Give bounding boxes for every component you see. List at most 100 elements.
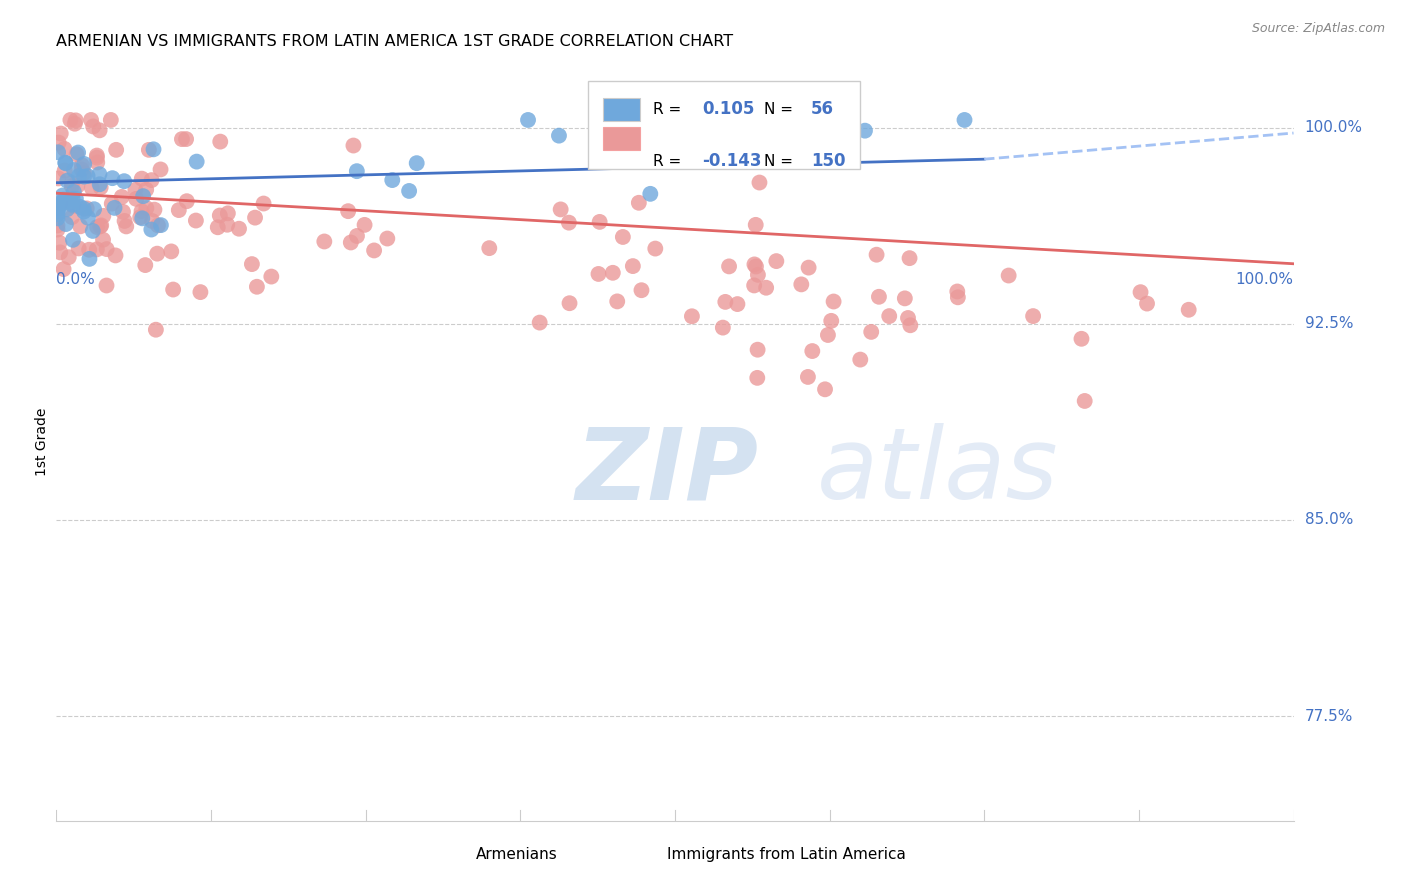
Text: N =: N = (763, 102, 793, 117)
Point (817, 328, 839, 343)
Point (69, 219, 91, 234)
Point (86, 155, 108, 169)
Point (823, 294, 845, 309)
Point (529, 316, 551, 330)
Point (86, 151, 108, 165)
Point (90, 219, 112, 233)
Point (70, 162, 93, 177)
Bar (588, 81, 860, 169)
Text: N =: N = (763, 153, 793, 169)
Point (588, 215, 610, 229)
Point (831, 153, 853, 168)
Point (67, 145, 90, 160)
Text: ARMENIAN VS IMMIGRANTS FROM LATIN AMERICA 1ST GRADE CORRELATION CHART: ARMENIAN VS IMMIGRANTS FROM LATIN AMERIC… (56, 34, 734, 49)
Point (83, 202, 105, 217)
Point (478, 241, 501, 255)
Point (602, 266, 624, 280)
Point (131, 171, 153, 186)
Point (243, 211, 266, 225)
Point (747, 371, 769, 385)
Point (1136, 296, 1159, 310)
Point (60, 176, 83, 190)
Point (742, 278, 765, 293)
Point (946, 290, 969, 304)
Point (115, 219, 138, 234)
Point (49, 245, 72, 260)
Point (897, 310, 920, 325)
Point (953, 112, 976, 127)
Point (77, 211, 100, 225)
Point (77, 243, 100, 257)
Point (82, 120, 104, 134)
Text: Armenians: Armenians (475, 847, 557, 862)
Point (748, 176, 770, 190)
Bar (626, 846, 652, 863)
Point (65, 147, 87, 161)
Point (894, 291, 917, 305)
Point (174, 132, 197, 146)
Point (162, 283, 184, 297)
Point (207, 220, 229, 235)
Point (72, 202, 94, 216)
Point (52, 262, 75, 277)
Point (60, 179, 83, 194)
Point (73, 204, 96, 219)
Point (46, 203, 69, 218)
Point (186, 154, 208, 169)
Point (814, 382, 837, 396)
Point (398, 184, 420, 198)
Point (600, 121, 623, 136)
Point (62, 192, 84, 206)
Point (946, 285, 969, 299)
Point (82, 224, 104, 238)
Text: 56: 56 (811, 101, 834, 119)
Point (104, 248, 127, 262)
Point (138, 143, 160, 157)
Point (49, 196, 72, 211)
Text: 100.0%: 100.0% (1236, 272, 1294, 287)
Point (134, 258, 156, 272)
Point (381, 173, 404, 187)
Point (46, 145, 69, 160)
Point (621, 259, 644, 273)
Point (132, 189, 155, 203)
Point (217, 206, 239, 220)
Point (853, 123, 876, 137)
Point (375, 231, 398, 245)
Point (801, 344, 824, 359)
Point (59, 195, 82, 210)
Point (184, 213, 207, 227)
Point (100, 196, 122, 211)
Text: Immigrants from Latin America: Immigrants from Latin America (668, 847, 907, 862)
Point (100, 112, 122, 127)
Point (718, 260, 741, 274)
Point (1177, 302, 1199, 317)
Point (550, 202, 572, 217)
Point (246, 279, 269, 293)
Point (849, 352, 872, 367)
Point (797, 370, 820, 384)
Point (46, 207, 69, 221)
Text: 100.0%: 100.0% (1305, 120, 1362, 136)
Point (1129, 285, 1152, 300)
Point (145, 323, 167, 337)
Point (630, 283, 652, 297)
Point (91, 233, 114, 247)
Point (73, 169, 96, 184)
Text: -0.143: -0.143 (702, 152, 762, 170)
Point (149, 162, 172, 177)
Point (141, 214, 163, 228)
Point (340, 235, 363, 250)
Point (125, 192, 148, 206)
Point (131, 211, 153, 226)
Point (69, 200, 91, 214)
Bar (433, 846, 461, 863)
Point (131, 204, 153, 219)
Point (76, 202, 98, 216)
Point (89, 178, 111, 192)
Point (149, 218, 172, 232)
Point (46, 211, 69, 226)
Text: 150: 150 (811, 152, 845, 170)
Point (160, 244, 183, 259)
Point (745, 260, 768, 274)
